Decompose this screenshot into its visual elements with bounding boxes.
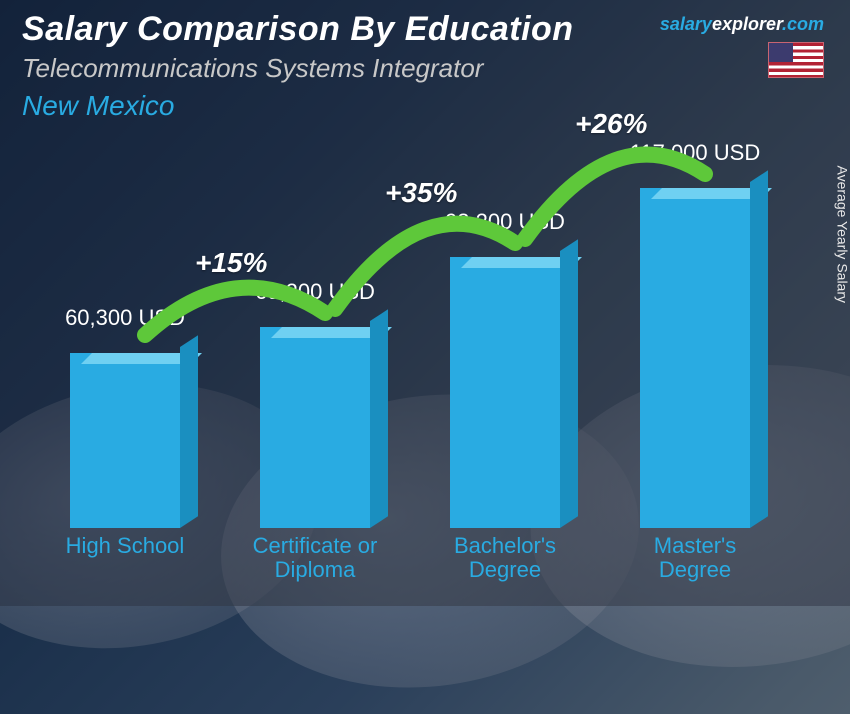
- bar: [260, 327, 370, 528]
- us-flag-icon: [768, 42, 824, 78]
- chart-subtitle: Telecommunications Systems Integrator: [22, 53, 828, 84]
- bar: [450, 257, 560, 528]
- increase-pct-label: +26%: [575, 108, 647, 140]
- bar-value-label: 60,300 USD: [25, 305, 225, 331]
- bar-front: [70, 353, 180, 528]
- bar-value-label: 117,000 USD: [595, 140, 795, 166]
- brand-logo: salaryexplorer.com: [660, 14, 824, 35]
- brand-part3: .com: [782, 14, 824, 34]
- bar: [70, 353, 180, 528]
- chart-location: New Mexico: [22, 90, 828, 122]
- bar-value-label: 93,200 USD: [405, 209, 605, 235]
- increase-pct-label: +35%: [385, 177, 457, 209]
- bar-side: [750, 170, 768, 528]
- bar-category-label: Bachelor'sDegree: [420, 534, 590, 582]
- bar-front: [450, 257, 560, 528]
- bar-side: [560, 239, 578, 528]
- brand-part1: salary: [660, 14, 712, 34]
- bar-side: [180, 335, 198, 528]
- bar-front: [260, 327, 370, 528]
- y-axis-label: Average Yearly Salary: [834, 166, 850, 304]
- bar-value-label: 69,200 USD: [215, 279, 415, 305]
- bar-category-label: Master'sDegree: [610, 534, 780, 582]
- bar-side: [370, 309, 388, 528]
- brand-part2: explorer: [712, 14, 782, 34]
- bar-front: [640, 188, 750, 528]
- bar-category-label: Certificate orDiploma: [230, 534, 400, 582]
- bar: [640, 188, 750, 528]
- bar-category-label: High School: [40, 534, 210, 558]
- increase-pct-label: +15%: [195, 247, 267, 279]
- bar-chart: 60,300 USDHigh School69,200 USDCertifica…: [30, 150, 810, 586]
